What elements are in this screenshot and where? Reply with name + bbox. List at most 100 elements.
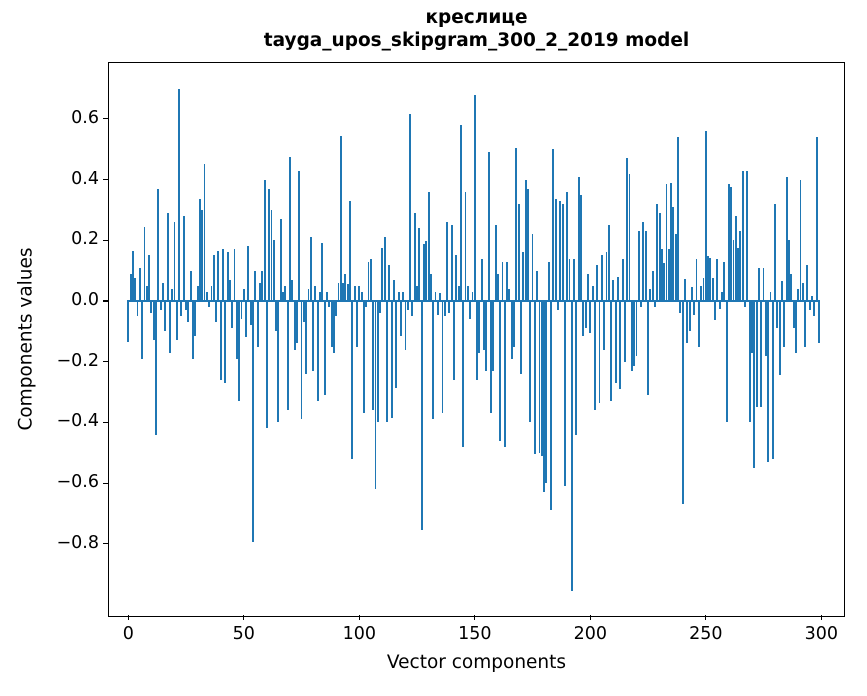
bar <box>727 184 730 301</box>
bar <box>764 301 767 356</box>
bar <box>550 301 552 511</box>
bar <box>619 301 622 389</box>
bar <box>369 258 372 301</box>
bar <box>309 237 312 301</box>
bar <box>349 200 351 301</box>
bar <box>224 301 227 383</box>
bar <box>386 301 388 423</box>
y-tick-mark <box>103 118 108 120</box>
bar <box>344 273 347 301</box>
bar <box>356 301 358 347</box>
bar <box>342 282 345 301</box>
bar <box>261 270 264 301</box>
bar <box>379 301 382 314</box>
bar <box>185 301 187 311</box>
bar <box>513 301 515 347</box>
chart-title-word: креслице <box>425 7 528 28</box>
bar <box>580 194 582 301</box>
bar <box>138 267 141 301</box>
bar <box>573 259 576 301</box>
bar <box>351 301 354 459</box>
bar <box>362 301 365 414</box>
bar <box>801 282 804 301</box>
bar <box>201 209 204 301</box>
bar <box>286 301 289 411</box>
bar <box>529 301 532 423</box>
bar <box>642 222 645 301</box>
bar <box>614 301 617 383</box>
bar <box>307 288 310 301</box>
bar <box>219 301 222 380</box>
bar <box>252 301 254 543</box>
bar <box>797 288 800 301</box>
bar <box>501 261 504 301</box>
bar <box>282 291 284 301</box>
bar <box>515 147 518 301</box>
bar <box>316 301 319 402</box>
bar <box>155 301 157 435</box>
bar <box>561 203 564 301</box>
bar <box>157 188 160 301</box>
bar <box>589 301 592 334</box>
bar <box>610 301 612 402</box>
bar <box>690 287 693 301</box>
bar <box>543 301 546 493</box>
bar <box>811 296 813 301</box>
bar <box>591 285 594 301</box>
bar <box>794 301 797 353</box>
bar <box>178 88 181 301</box>
bar <box>453 301 455 380</box>
bar <box>755 301 758 408</box>
bar <box>808 301 811 311</box>
x-tick-label: 0 <box>122 624 134 644</box>
bar <box>129 273 132 301</box>
bar <box>739 231 742 301</box>
bar <box>760 301 763 408</box>
bar <box>787 240 790 301</box>
bar <box>744 301 746 308</box>
bar <box>339 135 342 301</box>
x-tick-label: 150 <box>458 624 492 644</box>
bar <box>490 301 492 414</box>
bar <box>298 170 301 301</box>
bar <box>637 231 640 301</box>
bar <box>704 131 707 301</box>
bar <box>552 149 555 301</box>
bar <box>503 301 506 447</box>
bar <box>510 301 513 359</box>
bar <box>295 301 298 344</box>
bar <box>314 285 317 301</box>
bar <box>332 301 335 353</box>
bar <box>291 279 294 301</box>
bar <box>785 176 788 301</box>
bar <box>656 203 659 301</box>
zero-line <box>127 300 820 302</box>
bar <box>192 301 194 359</box>
bar <box>607 225 610 301</box>
bar <box>734 216 737 301</box>
bar <box>406 301 409 311</box>
bar <box>536 270 539 301</box>
bar <box>612 279 615 301</box>
bar <box>716 258 719 301</box>
bar <box>263 179 266 301</box>
bar <box>256 301 259 347</box>
bar <box>171 288 174 301</box>
bar <box>235 301 238 359</box>
bar <box>275 301 278 332</box>
bar <box>245 301 248 338</box>
bar <box>554 199 557 301</box>
bar <box>660 249 663 301</box>
bar <box>411 301 414 317</box>
bar <box>459 124 462 301</box>
bar <box>679 301 682 314</box>
x-tick-label: 250 <box>689 624 723 644</box>
bar <box>231 301 234 329</box>
bar <box>399 301 402 336</box>
bar <box>575 301 578 435</box>
x-tick-mark <box>820 615 822 620</box>
bar <box>476 301 479 380</box>
bar <box>376 301 379 423</box>
bar <box>600 255 603 301</box>
